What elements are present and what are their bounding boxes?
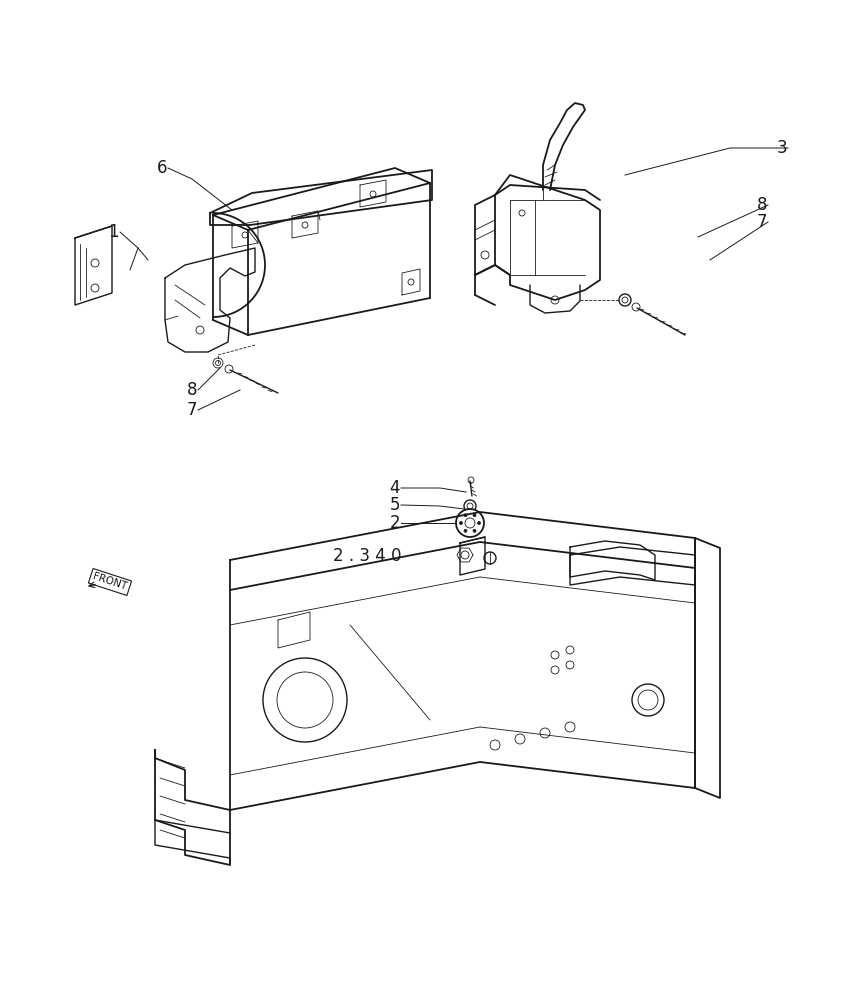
Circle shape (370, 191, 376, 197)
Circle shape (519, 210, 525, 216)
Text: 2 . 3 4 0: 2 . 3 4 0 (333, 547, 401, 565)
Circle shape (473, 514, 476, 517)
Circle shape (566, 661, 574, 669)
Text: 2: 2 (389, 514, 401, 532)
Circle shape (461, 551, 469, 559)
Circle shape (551, 666, 559, 674)
Circle shape (632, 684, 664, 716)
Circle shape (464, 514, 467, 517)
Circle shape (515, 734, 525, 744)
Circle shape (481, 251, 489, 259)
Circle shape (464, 500, 476, 512)
Circle shape (456, 509, 484, 537)
Circle shape (302, 222, 308, 228)
Circle shape (619, 294, 631, 306)
Circle shape (225, 365, 233, 373)
Circle shape (277, 672, 333, 728)
Text: 8: 8 (757, 196, 767, 214)
Circle shape (242, 232, 248, 238)
Text: FRONT: FRONT (92, 572, 128, 592)
Text: 4: 4 (389, 479, 401, 497)
Text: 7: 7 (187, 401, 197, 419)
Text: 1: 1 (108, 223, 118, 241)
Circle shape (468, 477, 474, 483)
Circle shape (632, 303, 640, 311)
Circle shape (540, 728, 550, 738)
Circle shape (91, 259, 99, 267)
Circle shape (622, 297, 628, 303)
Text: 3: 3 (776, 139, 788, 157)
Text: 5: 5 (389, 496, 401, 514)
Circle shape (465, 518, 475, 528)
Circle shape (565, 722, 575, 732)
Text: 8: 8 (187, 381, 197, 399)
Circle shape (263, 658, 347, 742)
Circle shape (478, 522, 480, 524)
Circle shape (408, 279, 414, 285)
Text: 7: 7 (757, 213, 767, 231)
Circle shape (460, 522, 462, 524)
Text: 6: 6 (157, 159, 167, 177)
Circle shape (213, 358, 223, 368)
Circle shape (216, 360, 221, 365)
Circle shape (464, 529, 467, 532)
Circle shape (473, 529, 476, 532)
Circle shape (566, 646, 574, 654)
Circle shape (551, 296, 559, 304)
Circle shape (551, 651, 559, 659)
Circle shape (196, 326, 204, 334)
Circle shape (91, 284, 99, 292)
Circle shape (484, 552, 496, 564)
Circle shape (467, 503, 473, 509)
Circle shape (638, 690, 658, 710)
Circle shape (490, 740, 500, 750)
